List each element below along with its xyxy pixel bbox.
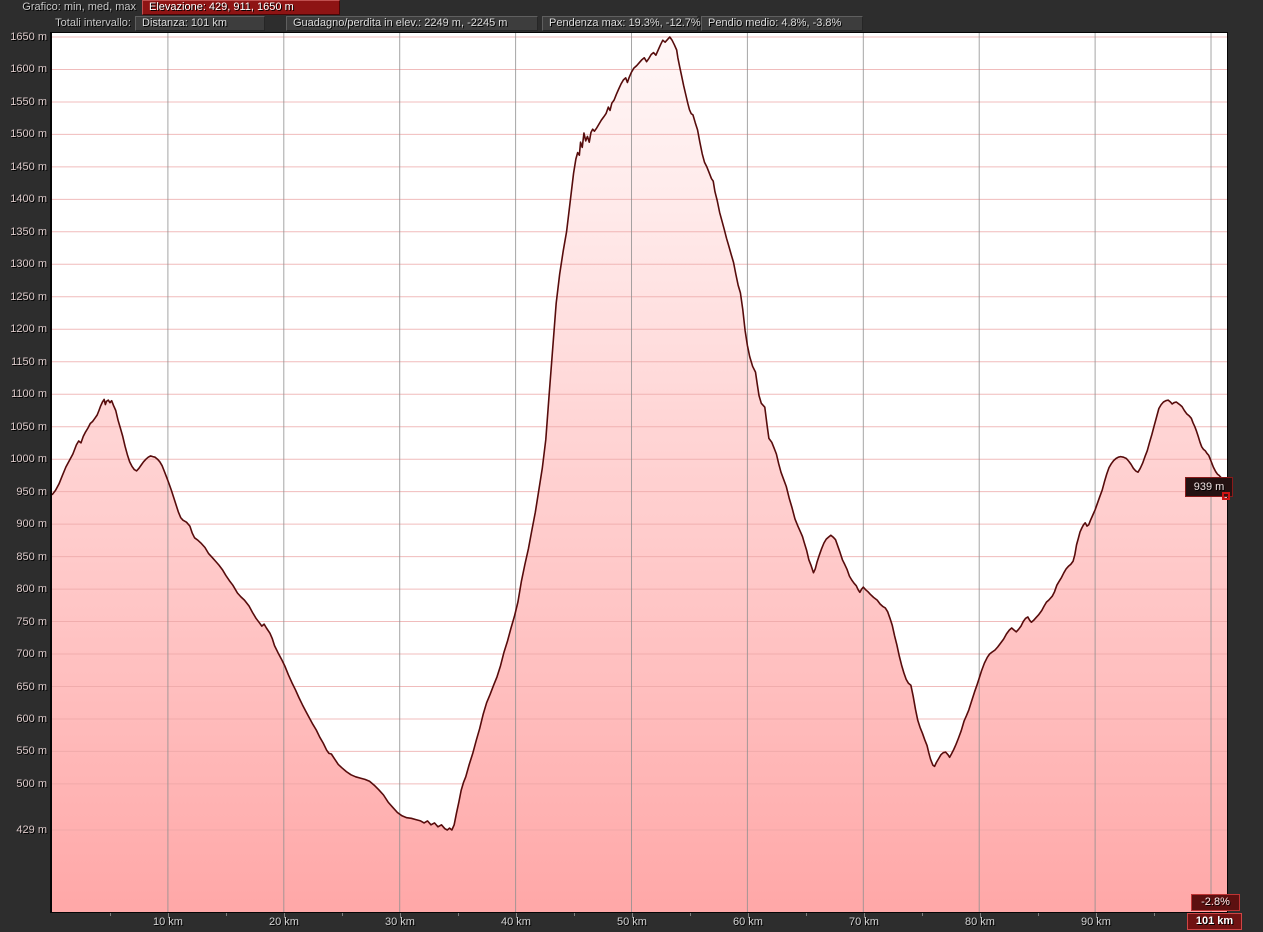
max-slope-stat-box: Pendenza max: 19.3%, -12.7% <box>542 16 701 31</box>
elevation-area-chart <box>52 33 1227 912</box>
x-tick-label: 20 km <box>269 916 299 928</box>
x-tick-label: 70 km <box>849 916 879 928</box>
interval-totals-label: Totali intervallo: <box>55 17 131 29</box>
distance-stat-box: Distanza: 101 km <box>135 16 265 31</box>
x-axis-tickmark <box>110 913 111 916</box>
gain-loss-stat-box: Guadagno/perdita in elev.: 2249 m, -2245… <box>286 16 538 31</box>
x-tick-label: 40 km <box>501 916 531 928</box>
x-tick-label: 90 km <box>1081 916 1111 928</box>
y-tick-label: 700 m <box>16 648 47 661</box>
x-axis-tickmark <box>748 913 749 918</box>
y-tick-label: 1350 m <box>10 225 47 238</box>
x-axis-tickmark <box>1154 913 1155 916</box>
x-tick-label: 60 km <box>733 916 763 928</box>
x-tick-label: 30 km <box>385 916 415 928</box>
cursor-distance-badge: 101 km <box>1187 913 1242 930</box>
x-axis-tickmark <box>632 913 633 918</box>
x-axis-tickmark <box>690 913 691 916</box>
avg-slope-stat-box: Pendio medio: 4.8%, -3.8% <box>701 16 863 31</box>
x-axis-tickmark <box>864 913 865 918</box>
y-tick-label: 429 m <box>16 824 47 837</box>
y-tick-label: 800 m <box>16 583 47 596</box>
y-tick-label: 1000 m <box>10 453 47 466</box>
y-tick-label: 1200 m <box>10 323 47 336</box>
x-axis-tickmark <box>458 913 459 916</box>
y-tick-label: 1600 m <box>10 63 47 76</box>
x-axis-tickmark <box>516 913 517 918</box>
y-tick-label: 600 m <box>16 712 47 725</box>
y-tick-label: 950 m <box>16 485 47 498</box>
y-tick-label: 850 m <box>16 550 47 563</box>
y-tick-label: 1150 m <box>11 355 47 368</box>
x-axis-tickmark <box>400 913 401 918</box>
x-axis-tickmark <box>574 913 575 916</box>
x-axis-tickmark <box>168 913 169 918</box>
y-tick-label: 550 m <box>16 745 47 758</box>
x-axis-tickmark <box>1096 913 1097 918</box>
x-axis-tickmark <box>284 913 285 918</box>
y-tick-label: 1550 m <box>10 95 47 108</box>
y-tick-label: 1400 m <box>10 193 47 206</box>
x-axis-tickmark <box>922 913 923 916</box>
graph-minmedmax-label: Grafico: min, med, max <box>22 1 136 13</box>
y-tick-label: 1100 m <box>11 388 47 401</box>
y-tick-label: 1500 m <box>10 128 47 141</box>
y-tick-label: 1250 m <box>10 290 47 303</box>
cursor-elevation-tooltip: 939 m <box>1185 477 1233 497</box>
y-tick-label: 750 m <box>16 615 47 628</box>
x-axis-tickmark <box>980 913 981 918</box>
x-tick-label: 10 km <box>153 916 183 928</box>
x-axis-tickmark <box>226 913 227 916</box>
x-axis-tickmark <box>342 913 343 916</box>
y-tick-label: 1650 m <box>10 31 47 43</box>
cursor-slope-badge: -2.8% <box>1191 894 1240 911</box>
y-tick-label: 900 m <box>16 518 47 531</box>
y-tick-label: 500 m <box>16 777 47 790</box>
elevation-chart[interactable] <box>50 32 1228 913</box>
y-tick-label: 1450 m <box>10 160 47 173</box>
x-axis-tickmark <box>1038 913 1039 916</box>
y-tick-label: 1050 m <box>10 420 47 433</box>
y-tick-label: 650 m <box>16 680 47 693</box>
track-end-marker-icon[interactable] <box>1222 492 1230 500</box>
y-tick-label: 1300 m <box>10 258 47 271</box>
elevation-stat-box: Elevazione: 429, 911, 1650 m <box>142 0 340 15</box>
x-axis-tickmark <box>806 913 807 916</box>
x-tick-label: 50 km <box>617 916 647 928</box>
x-tick-label: 80 km <box>965 916 995 928</box>
